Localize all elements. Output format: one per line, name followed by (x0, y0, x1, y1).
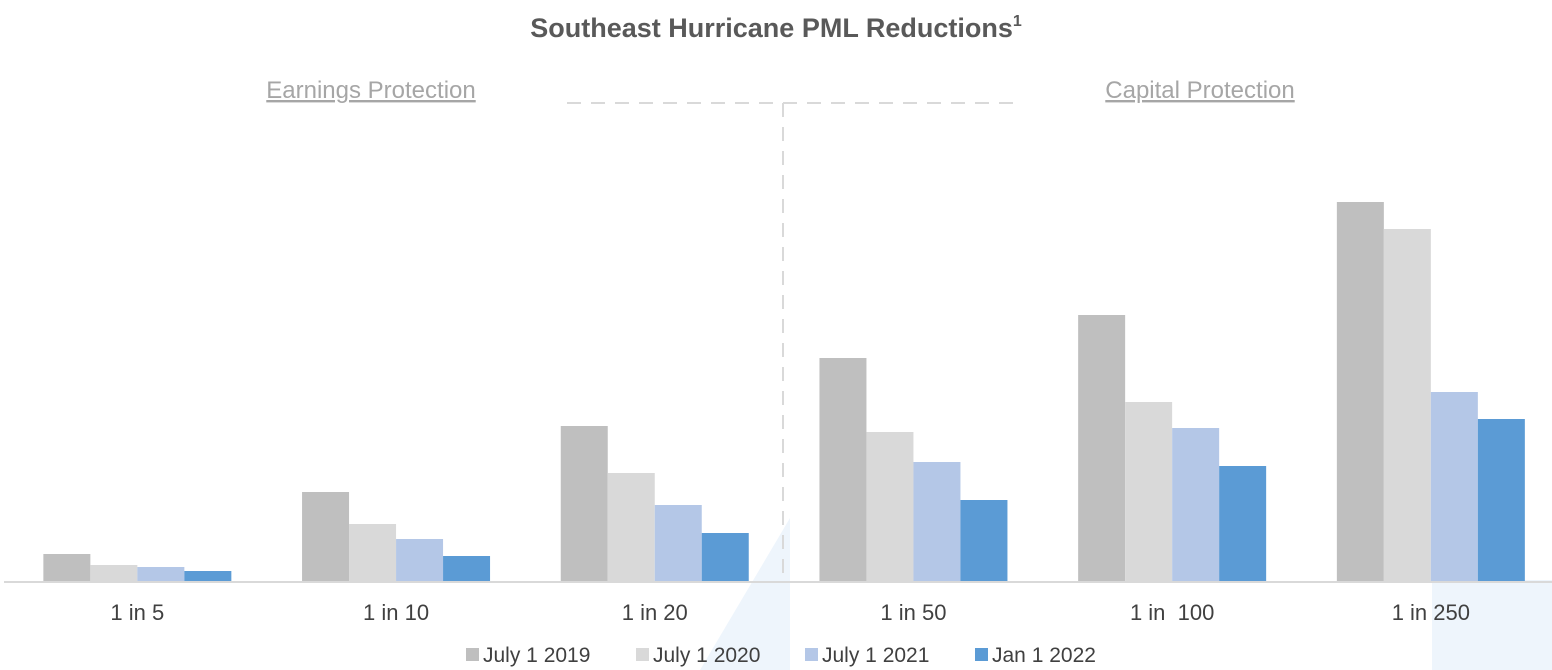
legend-label: July 1 2019 (483, 644, 590, 667)
bar-july-1-2021-1-in-100 (1172, 428, 1220, 582)
x-tick-label: 1 in 250 (1392, 600, 1470, 625)
bar-july-1-2021-1-in-10 (396, 539, 444, 582)
legend-label: Jan 1 2022 (992, 644, 1096, 667)
legend-swatch (975, 648, 988, 661)
bar-july-1-2021-1-in-20 (654, 505, 702, 582)
bar-july-1-2019-1-in-250 (1336, 202, 1384, 582)
bar-jan-1-2022-1-in-10 (443, 556, 491, 582)
background-accent (1432, 580, 1552, 670)
bar-july-1-2020-1-in-250 (1383, 229, 1431, 582)
bar-july-1-2020-1-in-10 (349, 524, 397, 582)
bar-jan-1-2022-1-in-50 (960, 500, 1008, 582)
x-tick-label: 1 in 100 (1130, 600, 1214, 625)
legend-label: July 1 2020 (653, 644, 760, 667)
bar-jan-1-2022-1-in-20 (701, 533, 749, 582)
bar-july-1-2019-1-in-5 (43, 554, 91, 582)
legend-label: July 1 2021 (822, 644, 929, 667)
bar-july-1-2020-1-in-50 (866, 432, 914, 582)
x-tick-label: 1 in 20 (622, 600, 688, 625)
section-label-earnings: Earnings Protection (266, 77, 475, 104)
bar-july-1-2019-1-in-10 (302, 492, 350, 582)
bar-jan-1-2022-1-in-250 (1477, 419, 1525, 582)
chart-title: Southeast Hurricane PML Reductions1 (530, 13, 1022, 43)
bar-july-1-2020-1-in-100 (1125, 402, 1173, 582)
bar-july-1-2021-1-in-50 (913, 462, 961, 582)
legend-swatch (636, 648, 649, 661)
x-tick-label: 1 in 50 (880, 600, 946, 625)
x-tick-label: 1 in 5 (110, 600, 164, 625)
bar-jan-1-2022-1-in-100 (1219, 466, 1267, 582)
bar-jan-1-2022-1-in-5 (184, 571, 232, 582)
bar-july-1-2019-1-in-100 (1078, 315, 1126, 582)
background-accent (700, 518, 790, 670)
legend-swatch (466, 648, 479, 661)
bar-july-1-2021-1-in-250 (1430, 392, 1478, 582)
bar-july-1-2019-1-in-20 (560, 426, 608, 582)
section-label-capital: Capital Protection (1105, 77, 1294, 104)
bar-july-1-2020-1-in-20 (607, 473, 655, 582)
bar-july-1-2020-1-in-5 (90, 565, 138, 582)
bar-july-1-2019-1-in-50 (819, 358, 867, 582)
x-tick-label: 1 in 10 (363, 600, 429, 625)
bar-july-1-2021-1-in-5 (137, 567, 185, 582)
legend-swatch (805, 648, 818, 661)
